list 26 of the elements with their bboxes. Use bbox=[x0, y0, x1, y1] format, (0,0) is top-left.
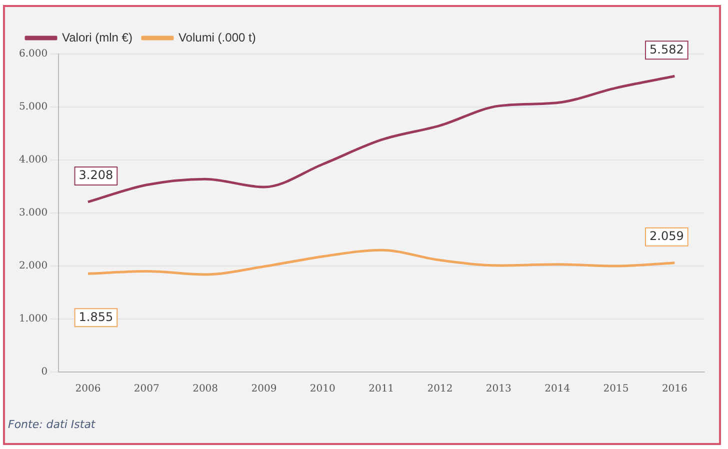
x-tick-label: 2008 bbox=[192, 384, 218, 395]
data-label: 3.208 bbox=[78, 168, 114, 182]
y-tick-label: 3.000 bbox=[18, 208, 48, 219]
x-tick-label: 2010 bbox=[310, 384, 336, 395]
x-tick-label: 2012 bbox=[427, 384, 453, 395]
legend-label: Volumi (.000 t) bbox=[178, 30, 256, 44]
data-label: 2.059 bbox=[649, 229, 684, 243]
x-tick-label: 2009 bbox=[251, 384, 277, 395]
y-tick-label: 1.000 bbox=[18, 314, 48, 325]
y-tick-label: 5.000 bbox=[18, 102, 48, 113]
x-tick-label: 2011 bbox=[368, 384, 394, 395]
line-series bbox=[86, 248, 676, 276]
x-tick-label: 2015 bbox=[603, 384, 629, 395]
y-tick-label: 4.000 bbox=[18, 154, 48, 166]
x-tick-label: 2014 bbox=[544, 384, 570, 395]
x-tick-label: 2013 bbox=[486, 384, 512, 395]
x-tick-label: 2007 bbox=[134, 384, 160, 395]
x-tick-label: 2006 bbox=[75, 384, 101, 395]
source-note: Fonte: dati Istat bbox=[8, 418, 96, 431]
y-tick-label: 6.000 bbox=[18, 48, 48, 60]
x-tick-label: 2016 bbox=[662, 384, 688, 395]
y-tick-label: 2.000 bbox=[18, 260, 48, 272]
y-tick-label: 0 bbox=[41, 366, 48, 378]
data-label: 1.855 bbox=[78, 310, 114, 324]
data-label: 5.582 bbox=[649, 42, 684, 56]
legend-label: Valori (mln €) bbox=[62, 30, 132, 44]
